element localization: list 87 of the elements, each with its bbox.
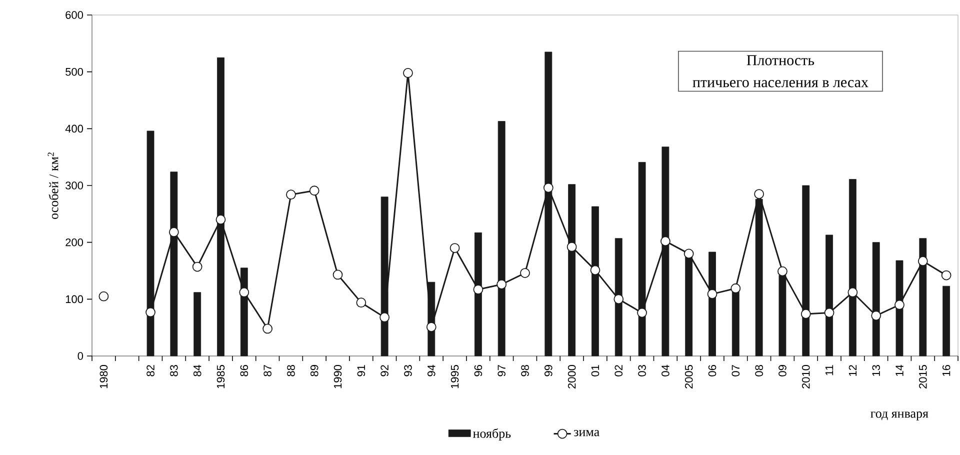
x-tick-label: 02 (614, 365, 623, 376)
point (590, 265, 600, 276)
point (309, 186, 320, 196)
x-tick-label: 1985 (216, 365, 225, 388)
point (660, 236, 670, 246)
text: птичьего населения в лесах (692, 80, 868, 88)
point (894, 300, 904, 310)
point (730, 283, 741, 294)
legend-label: ноябрь (473, 428, 511, 440)
x-tick-label: 98 (521, 365, 529, 376)
x-tick-label: 97 (498, 365, 506, 376)
y-axis-title: особей / км$^{2}$ (48, 152, 58, 219)
x-tick-label: 93 (404, 365, 412, 376)
point (707, 289, 718, 300)
x-tick-label: 04 (662, 364, 670, 376)
point (520, 268, 530, 278)
y-tick-label: 100 (66, 295, 84, 304)
x-tick-label: 1980 (100, 364, 108, 388)
x-tick-label: 2000 (568, 364, 576, 388)
point (637, 308, 647, 318)
x-tick-label: 87 (264, 365, 272, 376)
x-tick-label: 09 (778, 365, 786, 376)
point (473, 284, 484, 294)
point (566, 242, 577, 252)
x-tick-label: 96 (474, 365, 482, 376)
x-tick-label: 89 (310, 365, 318, 376)
point (403, 68, 413, 78)
x-tick-label: 82 (146, 365, 154, 376)
bar (498, 121, 506, 356)
x-tick-label: 99 (544, 365, 552, 376)
bar (194, 292, 202, 356)
point (754, 189, 764, 199)
x-tick-label: 2005 (684, 365, 693, 388)
y-tick-label: 400 (65, 124, 84, 133)
x-tick-label: 12 (848, 365, 857, 376)
point (941, 270, 952, 280)
point (426, 322, 436, 332)
text: Плотность (746, 55, 814, 66)
point (286, 190, 296, 200)
point (146, 307, 156, 318)
x-tick-label: 08 (755, 365, 763, 376)
point (496, 279, 507, 290)
x-tick-label: 16 (942, 365, 950, 376)
point (684, 248, 694, 259)
point (824, 308, 834, 318)
x-tick-label: 94 (428, 364, 436, 376)
x-tick-label: 06 (708, 365, 716, 376)
point (356, 298, 366, 308)
x-tick-label: 14 (896, 364, 904, 376)
x-tick-label: 1995 (450, 365, 459, 388)
point (216, 214, 226, 225)
y-tick-label: 300 (66, 182, 84, 190)
point (332, 270, 343, 280)
point (192, 262, 202, 272)
point (848, 287, 858, 298)
x-tick-label: 88 (287, 365, 295, 376)
x-tick-label: 83 (170, 365, 178, 376)
x-tick-label: 01 (591, 365, 600, 376)
x-tick-label: 07 (732, 365, 740, 376)
point (800, 308, 811, 319)
y-tick-label: 600 (66, 11, 84, 19)
point (871, 310, 882, 321)
x-tick-label: 91 (357, 365, 366, 376)
legend-label: зима (574, 430, 600, 436)
x-tick-label: 84 (193, 364, 202, 376)
bar (942, 286, 950, 356)
x-axis-title: год января (870, 412, 928, 420)
point (239, 287, 250, 298)
point (778, 266, 788, 276)
point (450, 243, 460, 253)
x-tick-label: 1990 (334, 364, 342, 388)
x-tick-label: 03 (638, 365, 646, 376)
point (168, 227, 179, 238)
point (918, 256, 928, 266)
point (380, 312, 390, 322)
x-tick-label: 92 (380, 365, 388, 376)
x-tick-label: 11 (826, 365, 834, 376)
y-tick-label: 200 (66, 238, 84, 246)
y-tick-label: 500 (66, 68, 84, 76)
x-tick-label: 13 (872, 365, 880, 376)
point (614, 294, 624, 304)
point (543, 182, 554, 193)
y-tick-label: 0 (78, 352, 84, 360)
x-tick-label: 86 (240, 365, 248, 376)
point (262, 324, 272, 334)
x-tick-label: 2015 (919, 365, 927, 388)
x-tick-label: 2010 (802, 364, 810, 388)
